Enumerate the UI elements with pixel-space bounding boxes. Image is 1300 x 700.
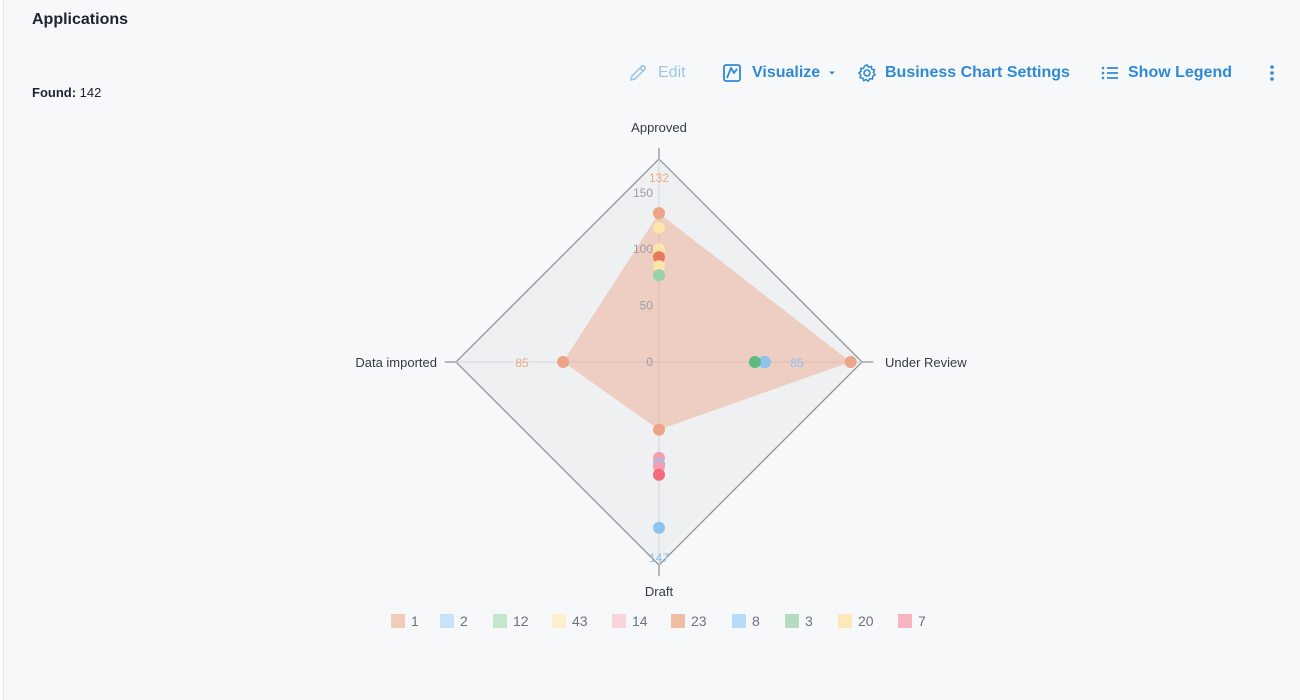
legend-label: 20 [858,613,874,629]
data-point [653,468,665,481]
found-value: 142 [79,85,102,100]
legend-swatch [838,614,852,628]
data-point [653,207,665,220]
legend-label: Show Legend [1128,64,1232,81]
gear-icon [857,63,877,83]
more-options-button[interactable] [1264,60,1280,86]
legend-label: 23 [691,613,707,629]
data-point [557,356,570,368]
list-icon [1100,63,1120,83]
show-legend-button[interactable]: Show Legend [1100,60,1232,86]
legend-swatch [391,614,405,628]
data-point [653,221,665,234]
axis-name-label: Approved [631,120,687,135]
axis-name-label: Draft [645,584,674,599]
series-area-1 [563,213,851,430]
visualize-button[interactable]: Visualize [722,60,836,86]
legend-swatch [732,614,746,628]
radial-tick-label: 100 [633,242,653,256]
radial-tick-label: 50 [640,299,654,313]
chart-type-icon [722,63,742,83]
found-label: Found: [32,85,77,100]
axis-name-label: Under Review [885,355,967,370]
legend-swatch [612,614,626,628]
page-title: Applications [32,11,129,28]
legend-label: 12 [513,613,529,629]
pencil-icon [628,63,648,83]
data-point [653,423,665,436]
legend-swatch [785,614,799,628]
axis-max-label: 147 [649,551,669,565]
found-count: Found: 142 [32,85,101,100]
legend-swatch [552,614,566,628]
radial-tick-label: 0 [646,355,653,369]
legend-swatch [440,614,454,628]
data-point [653,260,665,273]
edit-label: Edit [658,64,686,81]
edit-button[interactable]: Edit [628,60,686,86]
axis-max-label: 132 [649,171,669,185]
visualize-label: Visualize [752,64,821,81]
axis-max-label: 85 [515,356,529,370]
data-point [759,356,771,368]
legend-swatch [898,614,912,628]
business-chart-settings-button[interactable]: Business Chart Settings [857,60,1070,86]
settings-label: Business Chart Settings [885,64,1070,81]
legend-label: 14 [632,613,648,629]
legend-swatch [493,614,507,628]
axis-max-label: 85 [790,356,804,370]
legend-label: 7 [918,613,926,629]
legend-label: 3 [805,613,813,629]
data-point [653,251,665,264]
legend-label: 1 [411,613,419,629]
radial-tick-label: 150 [633,186,653,200]
legend-label: 8 [752,613,760,629]
data-point [653,269,665,282]
data-point [653,521,665,534]
kebab-menu-icon [1264,63,1280,83]
axis-name-label: Data imported [355,355,437,370]
legend-label: 2 [460,613,468,629]
legend-label: 43 [572,613,588,629]
chevron-down-icon [829,71,836,75]
legend-swatch [671,614,685,628]
data-point [748,356,761,368]
data-point [844,356,857,368]
